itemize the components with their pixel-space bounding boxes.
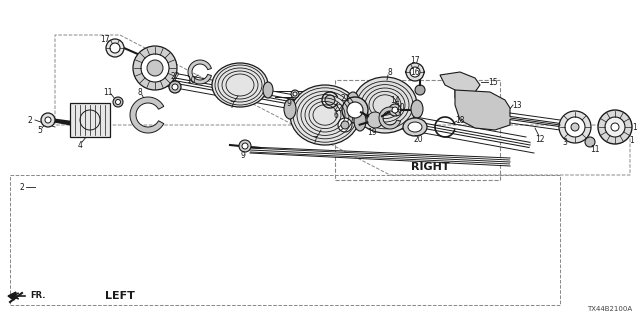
Circle shape bbox=[605, 117, 625, 137]
Text: 10: 10 bbox=[186, 76, 196, 84]
Text: 22: 22 bbox=[333, 103, 343, 113]
Circle shape bbox=[571, 123, 579, 131]
Circle shape bbox=[415, 85, 425, 95]
Polygon shape bbox=[367, 112, 383, 128]
Text: 12: 12 bbox=[535, 134, 545, 143]
Text: 1: 1 bbox=[632, 123, 637, 132]
Text: FR.: FR. bbox=[30, 292, 45, 300]
Polygon shape bbox=[455, 90, 510, 130]
Circle shape bbox=[133, 46, 177, 90]
Text: 17: 17 bbox=[410, 55, 420, 65]
Circle shape bbox=[585, 137, 595, 147]
Circle shape bbox=[141, 54, 169, 82]
Text: 8: 8 bbox=[138, 87, 142, 97]
Text: 19: 19 bbox=[367, 127, 377, 137]
Text: 8: 8 bbox=[388, 68, 392, 76]
Ellipse shape bbox=[290, 85, 360, 145]
Bar bbox=[70, 103, 110, 137]
Text: 17: 17 bbox=[100, 35, 110, 44]
Text: 6: 6 bbox=[333, 110, 339, 119]
Circle shape bbox=[293, 92, 297, 96]
Circle shape bbox=[410, 67, 420, 77]
Circle shape bbox=[45, 117, 51, 123]
Circle shape bbox=[106, 39, 124, 57]
Text: 2: 2 bbox=[28, 116, 33, 124]
Circle shape bbox=[341, 121, 349, 129]
Circle shape bbox=[598, 110, 632, 144]
Circle shape bbox=[239, 140, 251, 152]
Ellipse shape bbox=[403, 118, 427, 136]
Text: TX44B2100A: TX44B2100A bbox=[587, 306, 632, 312]
Ellipse shape bbox=[263, 82, 273, 98]
Text: 10: 10 bbox=[395, 102, 405, 111]
Circle shape bbox=[291, 90, 299, 98]
Circle shape bbox=[611, 123, 619, 131]
Text: 7: 7 bbox=[230, 100, 234, 109]
Circle shape bbox=[406, 63, 424, 81]
Text: 21: 21 bbox=[340, 93, 349, 102]
Circle shape bbox=[41, 113, 55, 127]
Circle shape bbox=[325, 95, 335, 105]
Bar bbox=[10, 175, 560, 305]
Circle shape bbox=[347, 102, 363, 118]
Text: RIGHT: RIGHT bbox=[411, 162, 449, 172]
Text: 18: 18 bbox=[455, 116, 465, 124]
Text: 7: 7 bbox=[312, 135, 317, 145]
Circle shape bbox=[147, 60, 163, 76]
Text: 11: 11 bbox=[590, 145, 600, 154]
Ellipse shape bbox=[353, 77, 417, 133]
Text: 2: 2 bbox=[20, 182, 24, 191]
Polygon shape bbox=[130, 97, 164, 133]
Ellipse shape bbox=[411, 100, 423, 118]
Circle shape bbox=[389, 104, 401, 116]
Text: LEFT: LEFT bbox=[105, 291, 135, 301]
Text: 4: 4 bbox=[77, 140, 83, 149]
Text: 1: 1 bbox=[630, 135, 634, 145]
Text: 5: 5 bbox=[38, 125, 42, 134]
Polygon shape bbox=[440, 72, 480, 98]
Polygon shape bbox=[188, 60, 211, 84]
Text: 20: 20 bbox=[413, 134, 423, 143]
Circle shape bbox=[169, 81, 181, 93]
Text: 15: 15 bbox=[488, 77, 498, 86]
Circle shape bbox=[392, 107, 398, 113]
Circle shape bbox=[342, 97, 368, 123]
Polygon shape bbox=[379, 107, 401, 129]
Text: 16: 16 bbox=[410, 68, 420, 76]
Text: 13: 13 bbox=[512, 100, 522, 109]
Polygon shape bbox=[8, 292, 16, 300]
Circle shape bbox=[242, 143, 248, 149]
Text: 9: 9 bbox=[241, 150, 245, 159]
Ellipse shape bbox=[408, 122, 422, 132]
Circle shape bbox=[565, 117, 585, 137]
Text: 22: 22 bbox=[170, 71, 180, 81]
Circle shape bbox=[113, 97, 123, 107]
Ellipse shape bbox=[347, 92, 359, 110]
Circle shape bbox=[559, 111, 591, 143]
Ellipse shape bbox=[354, 111, 366, 131]
Text: 3: 3 bbox=[563, 138, 568, 147]
Circle shape bbox=[110, 43, 120, 53]
Text: 9: 9 bbox=[287, 99, 291, 108]
Circle shape bbox=[338, 118, 352, 132]
Text: 11: 11 bbox=[103, 87, 113, 97]
Bar bbox=[335, 80, 500, 180]
Text: 14: 14 bbox=[390, 95, 400, 105]
Ellipse shape bbox=[212, 63, 268, 107]
Circle shape bbox=[115, 100, 120, 105]
Circle shape bbox=[172, 84, 178, 90]
Ellipse shape bbox=[284, 99, 296, 119]
